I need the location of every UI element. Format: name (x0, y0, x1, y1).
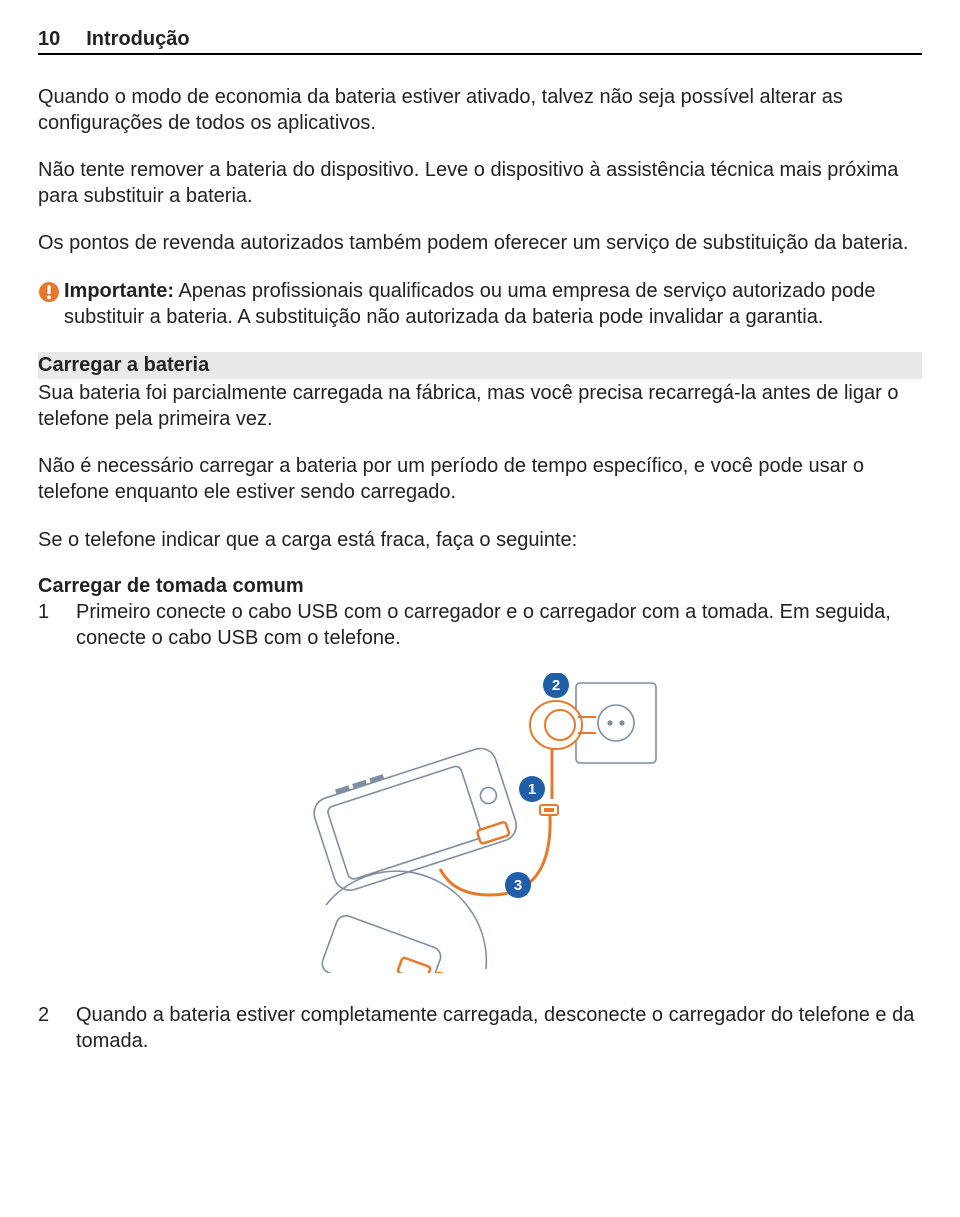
section-title: Introdução (86, 28, 189, 51)
step-number: 2 (38, 1003, 76, 1054)
body-paragraph: Os pontos de revenda autorizados também … (38, 231, 922, 257)
subsection-heading: Carregar a bateria (38, 352, 922, 379)
page-root: 10 Introdução Quando o modo de economia … (0, 0, 960, 1095)
illustration: 2 1 3 (38, 673, 922, 973)
page-header: 10 Introdução (38, 28, 922, 55)
charging-diagram: 2 1 3 (280, 673, 680, 973)
body-paragraph: Não tente remover a bateria do dispositi… (38, 158, 922, 209)
important-body: Apenas profissionais qualificados ou uma… (64, 280, 876, 328)
step-number: 1 (38, 600, 76, 651)
figure-label: 3 (514, 877, 522, 894)
ordered-step: 1 Primeiro conecte o cabo USB com o carr… (38, 600, 922, 651)
body-paragraph: Quando o modo de economia da bateria est… (38, 85, 922, 136)
warning-icon (38, 281, 60, 303)
figure-label: 1 (528, 781, 536, 798)
important-note: Importante: Apenas profissionais qualifi… (38, 279, 922, 330)
important-lead: Importante: (64, 280, 174, 302)
ordered-step: 2 Quando a bateria estiver completamente… (38, 1003, 922, 1054)
figure-label: 2 (552, 677, 560, 694)
page-number: 10 (38, 28, 60, 51)
body-paragraph: Não é necessário carregar a bateria por … (38, 454, 922, 505)
body-paragraph: Se o telefone indicar que a carga está f… (38, 528, 922, 554)
step-text: Quando a bateria estiver completamente c… (76, 1003, 922, 1054)
important-text: Importante: Apenas profissionais qualifi… (64, 279, 922, 330)
step-text: Primeiro conecte o cabo USB com o carreg… (76, 600, 922, 651)
body-paragraph: Sua bateria foi parcialmente carregada n… (38, 381, 922, 432)
subheading: Carregar de tomada comum (38, 575, 922, 598)
